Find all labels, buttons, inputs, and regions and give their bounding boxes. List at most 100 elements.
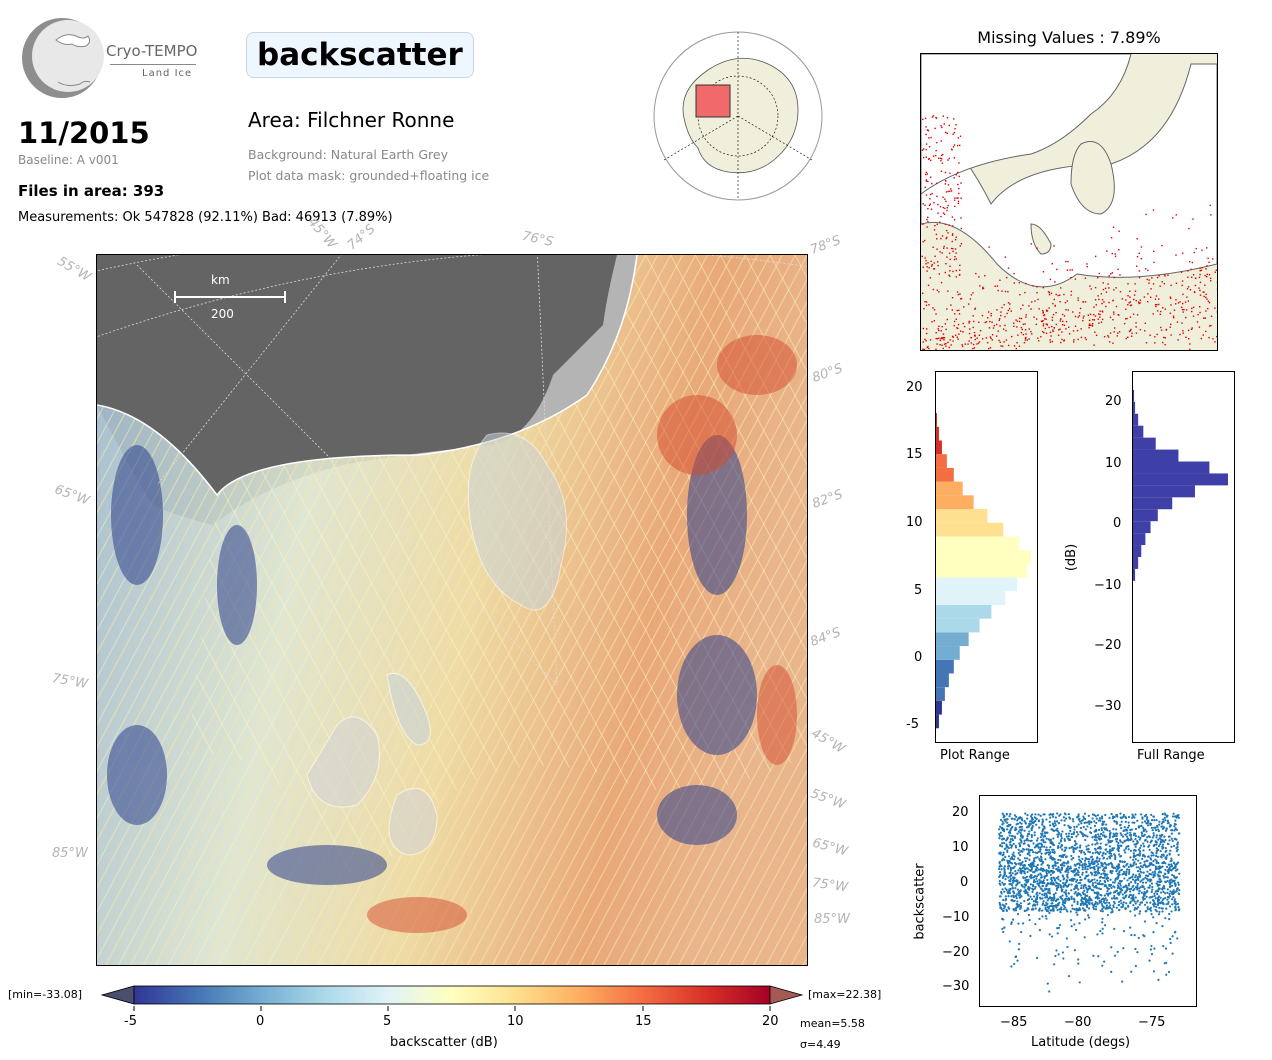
scatter-point bbox=[1096, 856, 1099, 859]
scatter-point bbox=[1051, 864, 1054, 868]
scatter-point bbox=[1047, 866, 1051, 870]
scatter-point bbox=[1123, 849, 1126, 852]
scatter-point bbox=[1035, 865, 1038, 868]
scatter-point bbox=[1165, 857, 1168, 860]
scatter-point bbox=[1097, 887, 1101, 890]
scatter-point bbox=[1162, 945, 1165, 948]
scatter-point bbox=[1078, 820, 1082, 823]
scatter-point bbox=[1057, 858, 1060, 861]
hist-plot-bar bbox=[936, 591, 1006, 605]
scatter-point bbox=[1072, 897, 1075, 900]
scatter-point bbox=[1123, 877, 1126, 880]
scatter-point bbox=[1119, 860, 1122, 863]
scatter-point bbox=[1045, 901, 1048, 904]
scatter-point bbox=[1102, 857, 1105, 860]
scatter-point bbox=[999, 818, 1003, 821]
scatter-point bbox=[1081, 863, 1084, 866]
hist-full-bar bbox=[1133, 413, 1139, 426]
scatter-point bbox=[1054, 862, 1057, 865]
scatter-point bbox=[1095, 874, 1098, 877]
missing-map-graphic bbox=[921, 54, 1217, 350]
scatter-point bbox=[1007, 861, 1010, 865]
scatter-point bbox=[1145, 830, 1148, 833]
scatter-point bbox=[1169, 941, 1172, 945]
scatter-point bbox=[1129, 849, 1132, 852]
scatter-point bbox=[1101, 854, 1104, 857]
scatter-point bbox=[1067, 898, 1070, 901]
scatter-point bbox=[1011, 886, 1014, 889]
scatter-point bbox=[1154, 908, 1157, 911]
scatter-point bbox=[1164, 872, 1167, 876]
scatter-point bbox=[1075, 873, 1078, 876]
scatter-point bbox=[1051, 815, 1055, 818]
scatter-point bbox=[1177, 909, 1181, 912]
scatter-point bbox=[1126, 868, 1129, 871]
hist-full-ytick: −10 bbox=[1094, 578, 1122, 593]
scatter-point bbox=[1166, 820, 1170, 823]
scatter-point bbox=[1177, 816, 1181, 819]
scatter-point bbox=[1138, 912, 1141, 915]
scatter-point bbox=[1049, 812, 1052, 816]
scatter-point bbox=[1135, 863, 1138, 866]
scatter-point bbox=[1165, 973, 1168, 976]
scatter-point bbox=[1027, 893, 1030, 896]
scatter-ytick: −20 bbox=[942, 945, 970, 960]
scatter-point bbox=[1165, 827, 1168, 830]
scatter-point bbox=[1045, 868, 1048, 872]
scatter-point bbox=[1176, 887, 1179, 890]
scatter-point bbox=[1100, 861, 1103, 864]
scatter-point bbox=[1030, 827, 1033, 830]
scatter-point bbox=[1139, 813, 1143, 816]
scatter-point bbox=[1172, 895, 1175, 899]
hist-full-bar bbox=[1133, 485, 1195, 498]
scatter-point bbox=[1042, 840, 1045, 844]
scatter-point bbox=[1076, 913, 1079, 916]
scatter-point bbox=[1150, 813, 1153, 816]
logo-subtitle: Land Ice bbox=[142, 68, 193, 79]
scatter-point bbox=[1041, 820, 1045, 823]
missing-values-map bbox=[920, 53, 1218, 351]
scatter-point bbox=[1110, 946, 1113, 949]
scatter-point bbox=[1121, 905, 1124, 908]
scatter-point bbox=[1144, 874, 1148, 877]
scatter-point bbox=[1149, 822, 1153, 825]
scatter-point bbox=[1075, 842, 1078, 845]
scatter-point bbox=[1065, 832, 1068, 835]
scatter-point bbox=[1031, 849, 1034, 852]
scatter-point bbox=[1103, 884, 1106, 888]
scatter-point bbox=[1077, 862, 1080, 865]
scatter-point bbox=[1043, 835, 1046, 838]
scatter-point bbox=[1016, 819, 1019, 822]
scatter-point bbox=[1110, 849, 1113, 852]
scatter-point bbox=[1112, 906, 1115, 909]
scatter-point bbox=[1097, 819, 1100, 822]
scatter-point bbox=[1143, 903, 1147, 906]
scatter-point bbox=[1010, 856, 1014, 859]
scatter-point bbox=[1037, 868, 1040, 871]
scatter-point bbox=[1060, 908, 1063, 911]
scatter-point bbox=[1052, 829, 1056, 832]
scatter-point bbox=[1057, 875, 1060, 878]
scatter-point bbox=[1148, 844, 1151, 847]
scatter-point bbox=[1031, 883, 1035, 887]
scatter-point bbox=[1079, 844, 1082, 847]
scatter-point bbox=[1033, 874, 1037, 878]
scatter-point bbox=[1115, 889, 1118, 892]
scatter-point bbox=[1119, 884, 1122, 887]
scatter-point bbox=[1175, 847, 1178, 850]
scatter-point bbox=[1090, 873, 1094, 876]
scatter-point bbox=[1062, 861, 1065, 864]
scatter-point bbox=[999, 906, 1003, 909]
scatter-point bbox=[1126, 832, 1129, 835]
scatter-point bbox=[1073, 874, 1077, 877]
scatter-point bbox=[1094, 843, 1097, 846]
scatter-point bbox=[1071, 907, 1074, 910]
scatter-point bbox=[1139, 880, 1142, 883]
scatter-point bbox=[1002, 851, 1005, 854]
scatter-point bbox=[1066, 867, 1069, 870]
scatter-point bbox=[1157, 838, 1160, 841]
scatter-point bbox=[1024, 821, 1027, 824]
scatter-point bbox=[1124, 833, 1127, 836]
scatter-point bbox=[1177, 892, 1180, 895]
scatter-plot bbox=[979, 795, 1197, 1007]
